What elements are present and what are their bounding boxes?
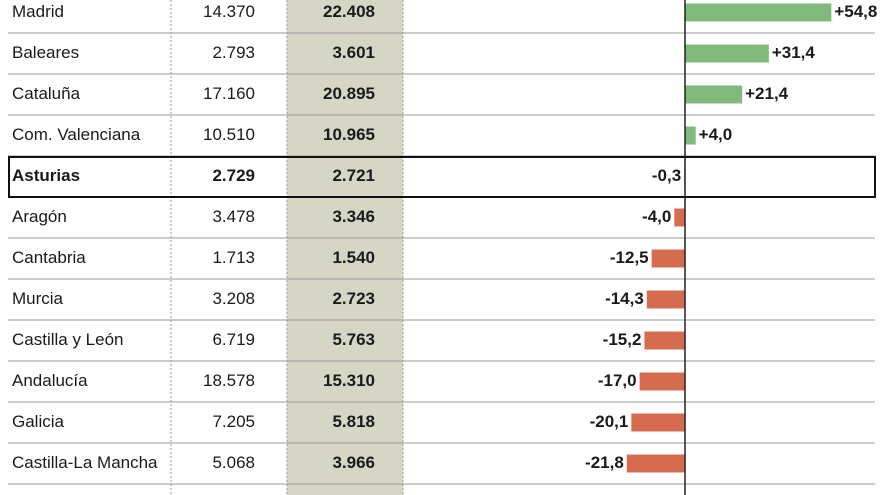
bar [685, 126, 696, 145]
change-label: -17,0 [598, 371, 637, 390]
bar [651, 249, 685, 268]
region: Cataluña [12, 84, 81, 103]
change-label: -20,1 [590, 412, 629, 431]
region: Cantabria [12, 248, 86, 267]
bar [644, 331, 685, 350]
value-b: 2.721 [332, 166, 375, 185]
region: Andalucía [12, 371, 88, 390]
highlight-box [8, 156, 876, 198]
change-label: -15,2 [603, 330, 642, 349]
value-a: 3.208 [212, 289, 255, 308]
change-label: -0,3 [652, 166, 681, 185]
bar [626, 454, 685, 473]
rows: Madrid 14.370 22.408 +54,8 Baleares 2.793 3.60… [8, 2, 877, 485]
region: Madrid [12, 2, 64, 21]
value-a: 18.578 [203, 371, 255, 390]
bar [674, 208, 685, 227]
value-a: 17.160 [203, 84, 255, 103]
change-label: +31,4 [772, 43, 816, 62]
region: Aragón [12, 207, 67, 226]
bar [646, 290, 685, 309]
bar [685, 85, 743, 104]
change-label: +54,8 [834, 2, 877, 21]
change-label: -4,0 [642, 207, 671, 226]
value-a: 1.713 [212, 248, 255, 267]
value-b: 22.408 [323, 2, 375, 21]
value-a: 2.729 [212, 166, 255, 185]
value-b: 3.601 [332, 43, 375, 62]
value-b: 20.895 [323, 84, 375, 103]
region: Castilla y León [12, 330, 124, 349]
value-a: 5.068 [212, 453, 255, 472]
value-b: 5.763 [332, 330, 375, 349]
value-b: 10.965 [323, 125, 375, 144]
region: Galicia [12, 412, 65, 431]
value-b: 5.818 [332, 412, 375, 431]
bar [685, 3, 832, 22]
change-label: -12,5 [610, 248, 649, 267]
change-label: -21,8 [585, 453, 624, 472]
region: Baleares [12, 43, 79, 62]
region: Com. Valenciana [12, 125, 141, 144]
value-b: 3.966 [332, 453, 375, 472]
region: Murcia [12, 289, 64, 308]
value-b: 2.723 [332, 289, 375, 308]
value-a: 14.370 [203, 2, 255, 21]
change-label: +21,4 [745, 84, 789, 103]
value-b: 1.540 [332, 248, 375, 267]
value-a: 3.478 [212, 207, 255, 226]
value-a: 7.205 [212, 412, 255, 431]
region: Asturias [12, 166, 80, 185]
bar [631, 413, 685, 432]
bar [639, 372, 685, 391]
value-a: 10.510 [203, 125, 255, 144]
value-b: 15.310 [323, 371, 375, 390]
shaded-column [287, 0, 403, 495]
value-a: 6.719 [212, 330, 255, 349]
bar [685, 44, 769, 63]
change-label: +4,0 [699, 125, 733, 144]
value-a: 2.793 [212, 43, 255, 62]
change-label: -14,3 [605, 289, 644, 308]
value-b: 3.346 [332, 207, 375, 226]
region: Castilla-La Mancha [12, 453, 158, 472]
